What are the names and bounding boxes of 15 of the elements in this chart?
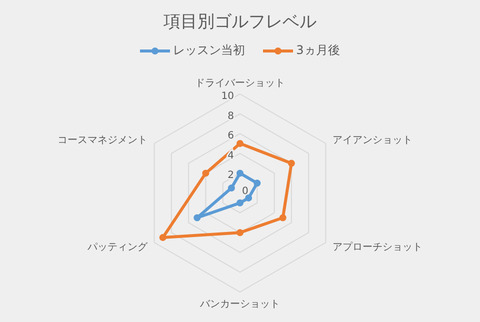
spoke-label: コースマネジメント bbox=[57, 135, 148, 146]
y-tick-label: 6 bbox=[228, 130, 234, 142]
spoke-label: ドライバーショット bbox=[195, 78, 285, 89]
y-tick-label: 8 bbox=[228, 110, 234, 122]
legend-label: レッスン当初 bbox=[173, 42, 246, 59]
spoke-label: パッティング bbox=[86, 242, 148, 254]
chart-title: 項目別ゴルフレベル bbox=[162, 11, 318, 33]
y-tick-label: 0 bbox=[242, 186, 248, 197]
spoke-label: アイアンショット bbox=[332, 135, 413, 146]
legend-label: 3ヵ月後 bbox=[296, 42, 340, 59]
spoke-label: アプローチショット bbox=[332, 241, 423, 254]
y-tick-label: 2 bbox=[228, 170, 234, 182]
y-tick-label: 10 bbox=[221, 91, 234, 102]
y-tick-label: 4 bbox=[228, 150, 234, 162]
spoke-label: バンカーショット bbox=[199, 299, 280, 310]
